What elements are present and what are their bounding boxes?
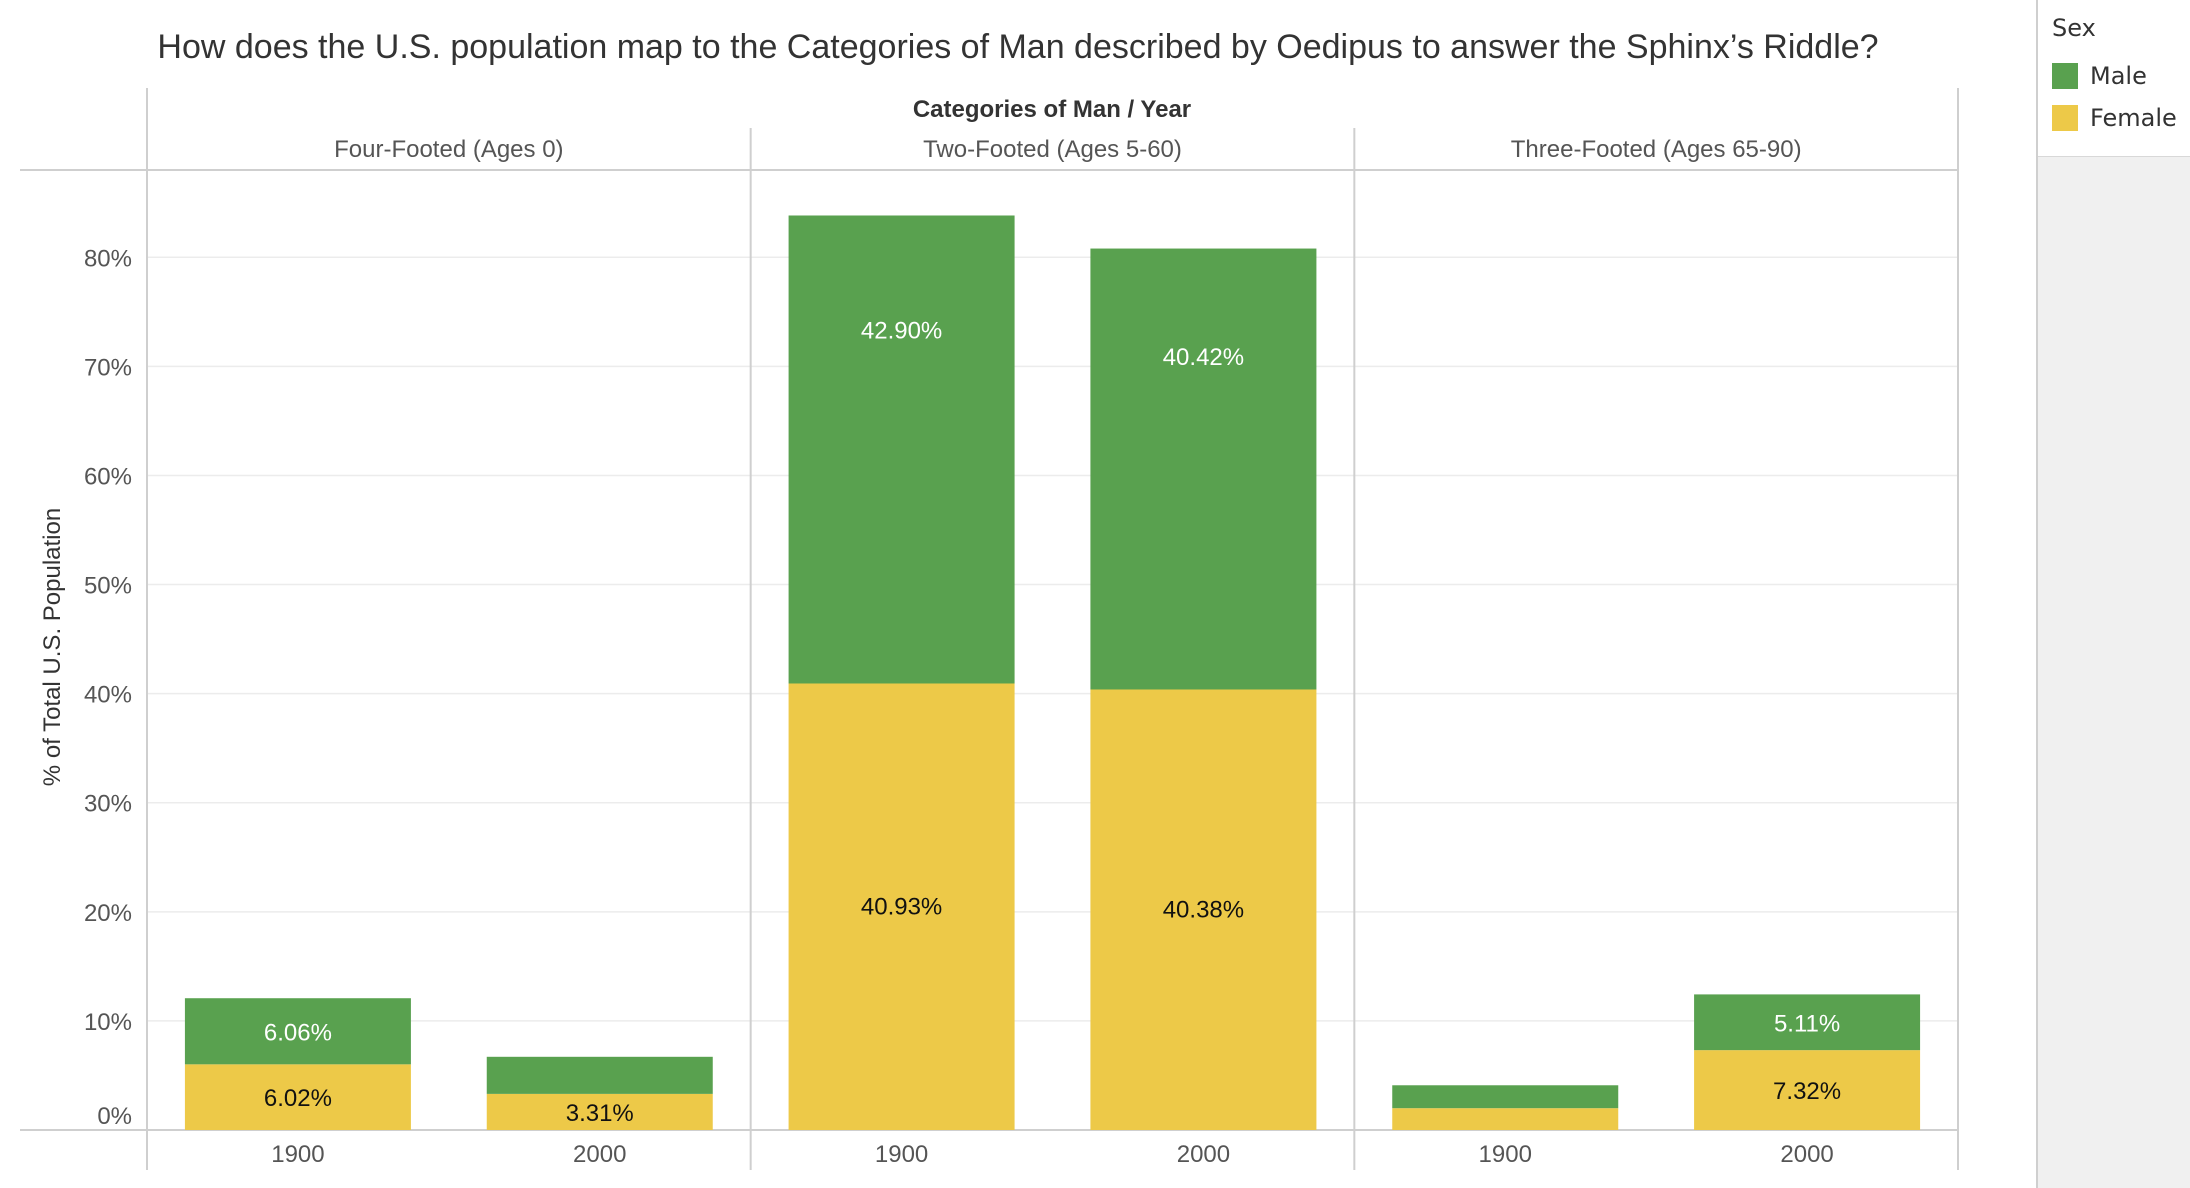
x-tick-label: 1900 bbox=[875, 1141, 928, 1168]
bar-male bbox=[788, 215, 1015, 684]
bar-male bbox=[184, 998, 411, 1065]
legend-label-female: Female bbox=[2090, 104, 2177, 132]
bar-female bbox=[1090, 689, 1317, 1130]
data-label-male: 42.90% bbox=[861, 317, 942, 344]
y-tick-label: 50% bbox=[84, 573, 132, 600]
bar-female bbox=[486, 1093, 713, 1130]
x-tick-label: 2000 bbox=[573, 1141, 626, 1168]
panel-header: Two-Footed (Ages 5-60) bbox=[923, 136, 1182, 163]
bar-male bbox=[486, 1056, 713, 1094]
x-tick-label: 2000 bbox=[1780, 1141, 1833, 1168]
y-tick-label: 70% bbox=[84, 354, 132, 381]
y-tick-label: 80% bbox=[84, 245, 132, 272]
data-label-female: 6.02% bbox=[264, 1085, 332, 1112]
bar-male bbox=[1090, 248, 1317, 690]
panel-headers: Four-Footed (Ages 0) Two-Footed (Ages 5-6… bbox=[334, 136, 1801, 163]
chart-title: How does the U.S. population map to the … bbox=[157, 28, 1878, 66]
bar-male bbox=[1392, 1085, 1619, 1109]
legend-swatch-male bbox=[2052, 63, 2078, 89]
x-axis: 1900 2000 1900 2000 1900 2000 bbox=[271, 1141, 1834, 1168]
x-tick-label: 1900 bbox=[271, 1141, 324, 1168]
legend-title: Sex bbox=[2052, 14, 2096, 42]
data-label-female: 40.38% bbox=[1163, 897, 1244, 924]
y-tick-label: 60% bbox=[84, 463, 132, 490]
legend-swatch-female bbox=[2052, 105, 2078, 131]
x-tick-label: 1900 bbox=[1479, 1141, 1532, 1168]
data-label-female: 3.31% bbox=[566, 1100, 634, 1127]
data-labels: 6.02% 6.06% 3.31% 40.93% 42.90% 40.38% 40.42% 7… bbox=[264, 317, 1841, 1126]
bar-female bbox=[1694, 1050, 1921, 1130]
bar-female bbox=[788, 683, 1015, 1130]
panel-header: Four-Footed (Ages 0) bbox=[334, 136, 563, 163]
data-label-male: 40.42% bbox=[1163, 344, 1244, 371]
legend-item-male[interactable]: Male bbox=[2052, 62, 2184, 90]
chart: How does the U.S. population map to the … bbox=[20, 28, 1959, 1170]
legend-panel: Sex Male Female bbox=[2036, 0, 2190, 1188]
y-axis-label: % of Total U.S. Population bbox=[39, 508, 66, 786]
bar-female bbox=[184, 1064, 411, 1130]
data-label-male: 5.11% bbox=[1774, 1010, 1840, 1037]
bar-male bbox=[1694, 994, 1921, 1051]
panel-header: Three-Footed (Ages 65-90) bbox=[1511, 136, 1802, 163]
y-tick-label: 0% bbox=[97, 1103, 132, 1130]
y-tick-label: 10% bbox=[84, 1009, 132, 1036]
y-axis: 0% 10% 20% 30% 40% 50% 60% 70% 80% bbox=[84, 245, 132, 1130]
x-tick-label: 2000 bbox=[1177, 1141, 1230, 1168]
data-label-male: 6.06% bbox=[264, 1019, 332, 1046]
bars bbox=[184, 215, 1921, 1130]
gridlines bbox=[147, 256, 1958, 1022]
legend-item-female[interactable]: Female bbox=[2052, 104, 2184, 132]
y-tick-label: 40% bbox=[84, 682, 132, 709]
data-label-female: 40.93% bbox=[861, 894, 942, 921]
data-label-female: 7.32% bbox=[1773, 1078, 1841, 1105]
bar-female bbox=[1392, 1108, 1619, 1130]
legend: Sex Male Female bbox=[2038, 0, 2190, 157]
column-header: Categories of Man / Year bbox=[913, 96, 1191, 123]
legend-label-male: Male bbox=[2090, 62, 2147, 90]
y-tick-label: 20% bbox=[84, 900, 132, 927]
y-tick-label: 30% bbox=[84, 791, 132, 818]
